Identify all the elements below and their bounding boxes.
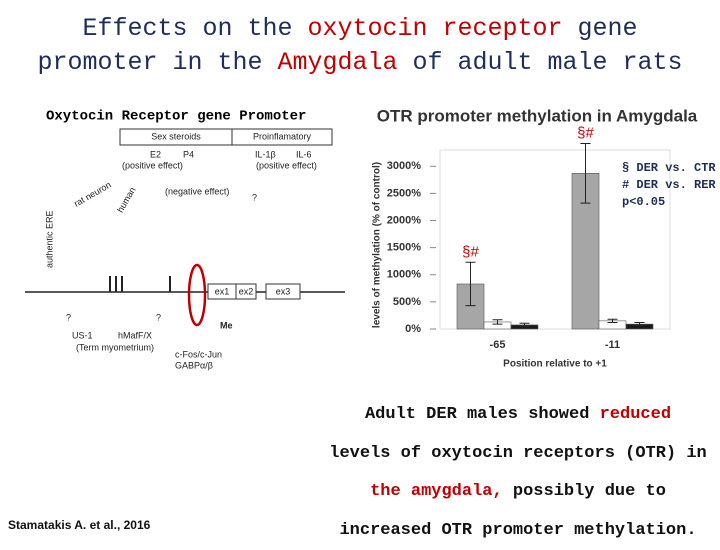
diagram-label: E2 xyxy=(150,149,161,159)
diagram-label: IL-1β xyxy=(255,149,276,159)
diagram-label: ? xyxy=(252,192,257,202)
diagram-label: Proinflamatory xyxy=(253,131,312,141)
diagram-label: P4 xyxy=(183,149,194,159)
diagram-label: ? xyxy=(156,312,161,322)
y-tick-label: 1500% xyxy=(387,242,421,254)
diagram-label: hMafF/X xyxy=(118,330,152,340)
diagram-label: human xyxy=(115,185,137,214)
diagram-label: ex1 xyxy=(215,286,230,296)
y-axis-label: levels of methylation (% of control) xyxy=(372,162,383,328)
x-tick-label: -65 xyxy=(490,339,506,351)
y-tick-label: 2000% xyxy=(387,214,421,226)
caption: Adult DER males showed reduced levels of … xyxy=(318,396,718,550)
diagram-label: GABPα/β xyxy=(175,360,213,370)
text-line: Adult DER males showed reduced xyxy=(318,396,718,435)
annotation: §# xyxy=(462,243,479,260)
diagram-label: (positive effect) xyxy=(256,160,317,170)
text-line: levels of oxytocin receptors (OTR) in xyxy=(318,435,718,474)
annotation: §# xyxy=(577,124,594,141)
diagram-label: Sex steroids xyxy=(151,131,201,141)
y-tick-label: 1000% xyxy=(387,269,421,281)
text-run: reduced xyxy=(600,405,671,424)
text-run: increased OTR promoter methylation. xyxy=(339,521,696,540)
highlight xyxy=(189,265,205,325)
note: p<0.05 xyxy=(622,195,665,209)
y-tick-label: 2500% xyxy=(387,187,421,199)
note: # DER vs. RER xyxy=(622,178,716,192)
y-tick-label: 0% xyxy=(405,323,421,335)
diagram-label: (negative effect) xyxy=(165,186,229,196)
text-run: the amygdala, xyxy=(370,482,503,501)
diagram-label: (Term myometrium) xyxy=(76,342,154,352)
text-line: increased OTR promoter methylation. xyxy=(318,512,718,550)
y-tick-label: 3000% xyxy=(387,160,421,172)
diagram-label: (positive effect) xyxy=(122,160,183,170)
diagram-title: Oxytocin Receptor gene Promoter xyxy=(46,109,306,125)
diagram-label: authentic ERE xyxy=(44,210,54,268)
diagram-label: US-1 xyxy=(72,330,93,340)
diagram-label: ex2 xyxy=(239,286,254,296)
note: § DER vs. CTR xyxy=(622,161,716,175)
chart-title: OTR promoter methylation in Amygdala xyxy=(377,106,698,125)
diagram-label: c-Fos/c-Jun xyxy=(175,349,222,359)
promoter-diagram: Oxytocin Receptor gene Promoter Sex ster… xyxy=(25,109,345,371)
diagram-label: IL-6 xyxy=(296,149,312,159)
diagram-label: ex3 xyxy=(276,286,291,296)
text-run: possibly due to xyxy=(503,482,666,501)
text-run: Adult DER males showed xyxy=(365,405,600,424)
text-run: levels of oxytocin receptors (OTR) in xyxy=(329,444,706,463)
x-axis-label: Position relative to +1 xyxy=(503,359,607,370)
diagram-label: rat neuron xyxy=(72,180,113,209)
x-tick-label: -11 xyxy=(605,339,620,351)
diagram-label: ? xyxy=(66,312,71,322)
text-line: the amygdala, possibly due to xyxy=(318,473,718,512)
bar-chart: OTR promoter methylation in Amygdala lev… xyxy=(372,106,717,369)
diagram-label: Me xyxy=(220,320,233,330)
y-tick-label: 500% xyxy=(393,296,421,308)
citation: Stamatakis A. et al., 2016 xyxy=(8,518,150,532)
